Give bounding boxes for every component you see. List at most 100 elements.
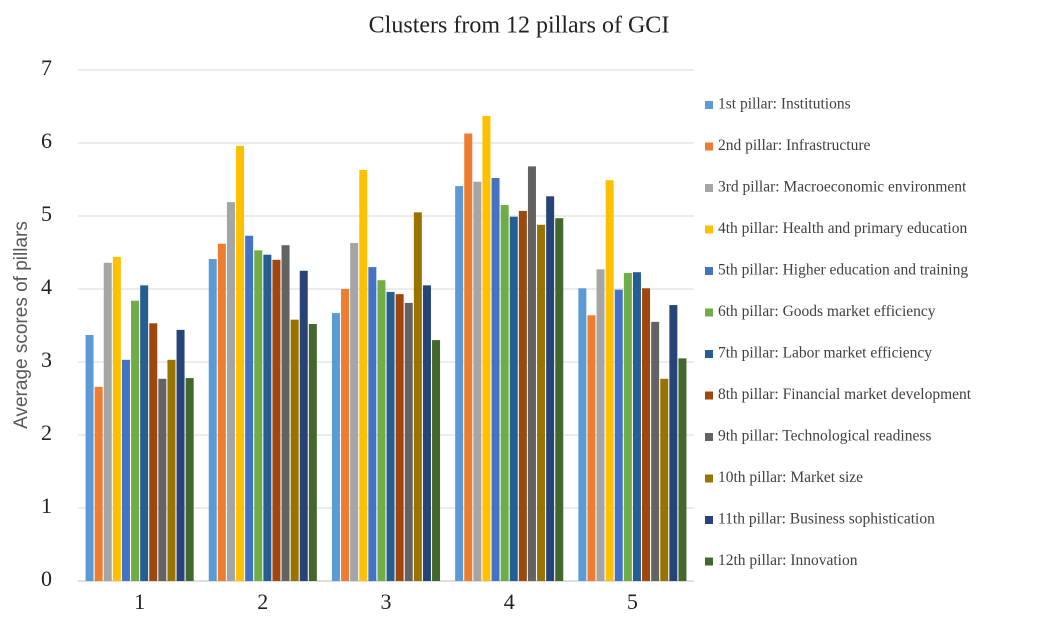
bar — [660, 378, 669, 581]
bar — [491, 178, 500, 582]
bar — [217, 243, 226, 582]
bar — [546, 196, 555, 582]
bar — [413, 212, 422, 581]
bar — [455, 186, 464, 581]
bar — [632, 272, 641, 581]
bar — [482, 115, 491, 582]
legend-swatch — [705, 101, 713, 109]
bar — [587, 315, 596, 581]
bar — [245, 235, 254, 581]
bar — [623, 272, 632, 581]
bar — [176, 329, 185, 581]
legend-swatch — [705, 557, 713, 566]
y-tick-label: 4 — [41, 274, 52, 299]
bar — [555, 218, 564, 581]
bar — [678, 358, 687, 581]
legend-swatch — [705, 391, 713, 400]
legend-label: 7th pillar: Labor market efficiency — [718, 345, 932, 362]
bar — [500, 205, 509, 582]
bar — [185, 378, 194, 581]
bar — [121, 359, 130, 581]
bar — [473, 181, 482, 581]
bar — [85, 334, 94, 581]
bar — [368, 267, 377, 581]
bar — [208, 259, 217, 581]
bar — [149, 323, 158, 581]
bar — [596, 269, 605, 581]
y-tick-label: 0 — [41, 566, 52, 591]
y-tick-label: 5 — [41, 201, 52, 226]
legend-label: 9th pillar: Technological readiness — [718, 428, 931, 445]
bar — [140, 285, 149, 581]
bar — [263, 254, 272, 581]
bar — [422, 285, 431, 581]
bar — [386, 291, 395, 581]
legend-swatch — [705, 308, 713, 317]
bar — [254, 250, 263, 581]
legend-label: 10th pillar: Market size — [718, 469, 863, 486]
legend-swatch — [705, 267, 713, 275]
bar — [331, 313, 340, 581]
legend-label: 8th pillar: Financial market development — [718, 386, 972, 403]
bar — [290, 319, 299, 581]
y-tick-label: 7 — [41, 55, 52, 80]
bar — [404, 302, 413, 581]
bar — [341, 289, 350, 581]
bar — [112, 256, 121, 581]
bar — [103, 262, 112, 581]
bar — [236, 145, 245, 582]
bar — [158, 378, 167, 581]
legend-label: 3rd pillar: Macroeconomic environment — [718, 179, 967, 196]
y-tick-label: 6 — [41, 128, 52, 153]
bar — [642, 288, 651, 581]
bar — [537, 224, 546, 581]
chart-title: Clusters from 12 pillars of GCI — [369, 13, 670, 39]
bar — [359, 170, 368, 581]
legend-label: 5th pillar: Higher education and trainin… — [718, 262, 968, 279]
y-tick-label: 1 — [41, 493, 52, 518]
legend-swatch — [705, 516, 713, 524]
legend-swatch — [705, 474, 713, 483]
bar — [350, 243, 359, 581]
bar — [94, 386, 103, 581]
bar — [578, 288, 587, 581]
bar — [669, 305, 678, 581]
y-tick-label: 3 — [41, 347, 52, 372]
legend-label: 4th pillar: Health and primary education — [718, 220, 967, 237]
legend-label: 6th pillar: Goods market efficiency — [718, 303, 936, 320]
legend-swatch — [705, 350, 713, 358]
bar — [509, 216, 518, 582]
legend-label: 2nd pillar: Infrastructure — [718, 137, 870, 154]
y-tick-label: 2 — [41, 420, 52, 445]
bar — [432, 340, 441, 581]
bar — [395, 294, 404, 581]
bar — [605, 180, 614, 582]
x-tick-label: 2 — [257, 589, 268, 614]
x-tick-label: 1 — [134, 589, 145, 614]
legend-label: 1st pillar: Institutions — [718, 96, 851, 113]
legend-label: 11th pillar: Business sophistication — [718, 511, 935, 528]
bar — [281, 245, 290, 581]
bar — [518, 210, 527, 581]
bar — [377, 280, 386, 581]
bar — [308, 324, 317, 581]
bar — [651, 321, 660, 581]
bar — [527, 166, 536, 582]
legend-swatch — [705, 225, 713, 234]
bar — [614, 289, 623, 581]
legend-swatch — [705, 184, 713, 192]
bar — [464, 133, 473, 581]
bar — [226, 202, 235, 581]
legend-label: 12th pillar: Innovation — [718, 552, 858, 569]
y-axis-label: Average scores of pillars — [11, 221, 32, 429]
bar — [131, 300, 140, 581]
legend-swatch — [705, 142, 713, 151]
bar — [299, 270, 308, 581]
x-tick-label: 5 — [627, 589, 638, 614]
bar — [272, 259, 281, 581]
bar — [167, 359, 176, 581]
x-tick-label: 4 — [504, 589, 515, 614]
legend-swatch — [705, 433, 713, 441]
x-tick-label: 3 — [381, 589, 392, 614]
